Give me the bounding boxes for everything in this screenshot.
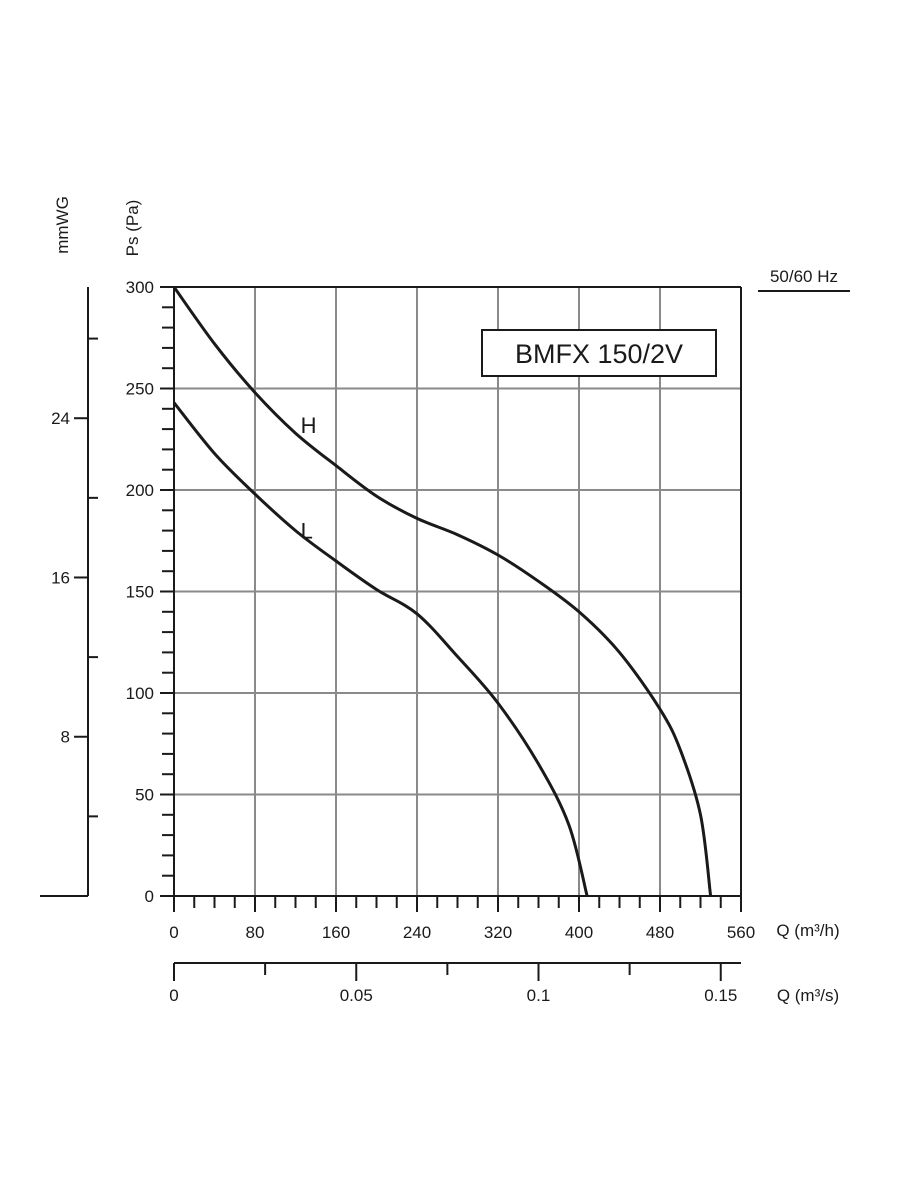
x-tick-label: 160 [322,923,350,942]
y-tick-label: 250 [126,380,154,399]
x2-tick-label: 0.1 [527,986,551,1005]
curves [172,286,713,897]
mmwg-tick-label: 24 [51,409,70,428]
y-axis-title: Ps (Pa) [123,200,142,257]
x2-tick-label: 0.05 [340,986,373,1005]
mmwg-axis-title: mmWG [53,196,72,254]
model-label-box [481,329,717,377]
frequency-label: 50/60 Hz [770,267,838,286]
x2-tick-label: 0.15 [704,986,737,1005]
x-tick-label: 480 [646,923,674,942]
series-label-h: H [301,413,317,438]
model-label: BMFX 150/2V [515,339,683,369]
mmwg-tick-label: 8 [61,728,70,747]
series-label-l: L [301,519,313,544]
y-tick-label: 100 [126,684,154,703]
mmwg-tick-label: 16 [51,568,70,587]
y-tick-label: 150 [126,583,154,602]
x-tick-label: 0 [169,923,178,942]
x-axis-title: Q (m³/h) [776,921,839,940]
x-tick-label: 400 [565,923,593,942]
y-tick-label: 0 [145,887,154,906]
y-tick-label: 200 [126,481,154,500]
x-tick-label: 320 [484,923,512,942]
y-tick-label: 300 [126,278,154,297]
x-tick-label: 80 [246,923,265,942]
y-tick-label: 50 [135,786,154,805]
x-tick-label: 560 [727,923,755,942]
curve-h [172,286,713,897]
x2-tick-label: 0 [169,986,178,1005]
x-tick-label: 240 [403,923,431,942]
axes [40,286,742,981]
curve-l [172,401,589,897]
grid [174,287,741,896]
x2-axis-title: Q (m³/s) [777,986,839,1005]
